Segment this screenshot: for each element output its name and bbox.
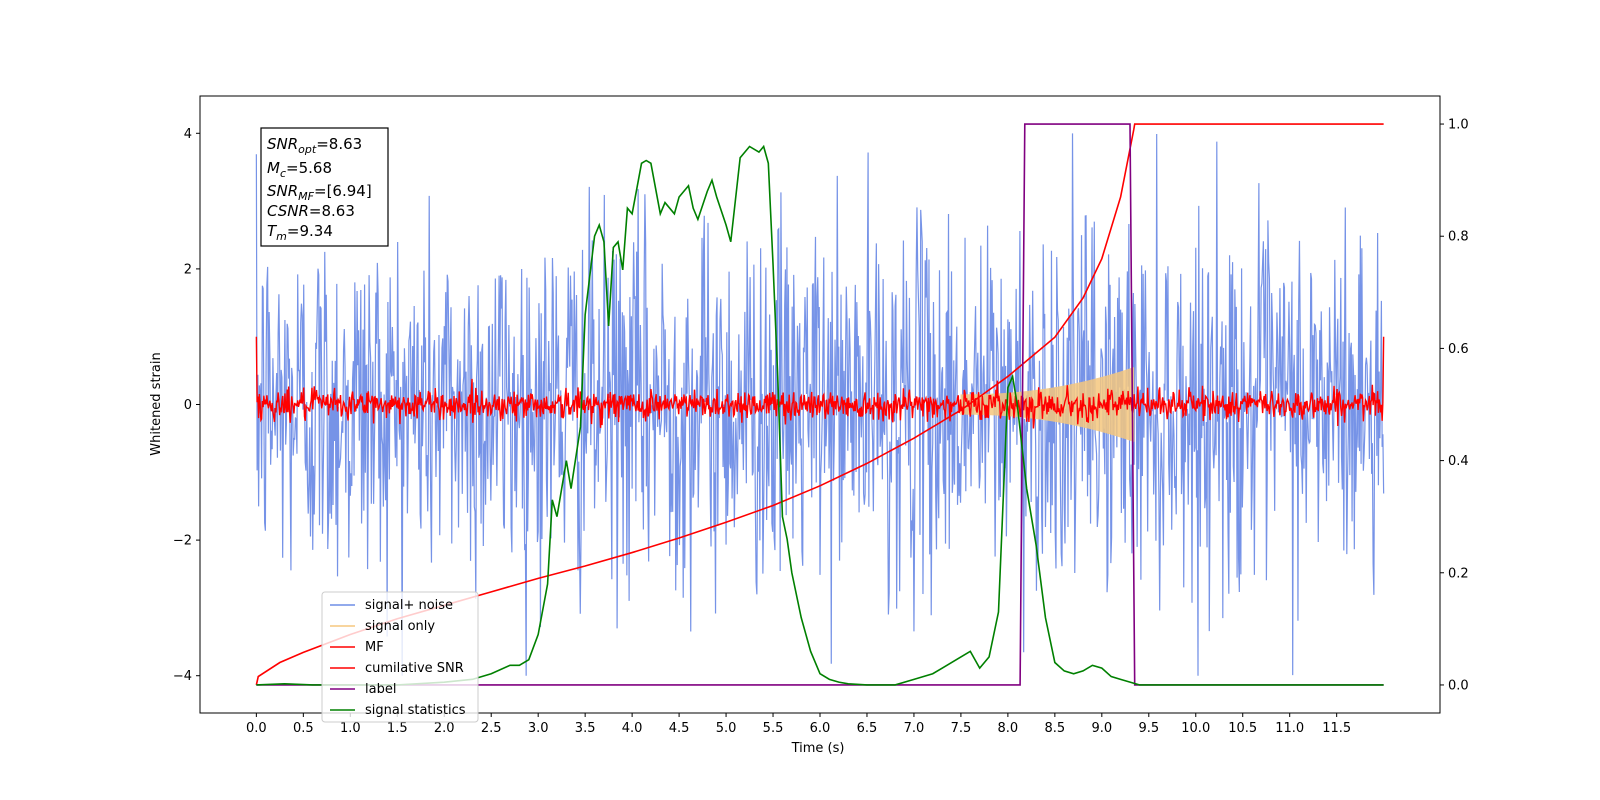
annotation-box: SNRopt=8.63 Mc=5.68 SNRMF=[6.94] CSNR=8.… (260, 127, 389, 247)
y-tick-label: −2 (173, 534, 192, 549)
legend-item-signal-noise: signal+ noise (330, 598, 453, 613)
x-tick-label: 11.5 (1322, 721, 1351, 736)
x-tick-label: 1.0 (340, 721, 361, 736)
y-tick-label: 4 (184, 127, 192, 142)
x-tick-label: 9.0 (1091, 721, 1112, 736)
x-tick-label: 7.0 (904, 721, 925, 736)
x-tick-label: 1.5 (387, 721, 408, 736)
series-signal-statistics-line (256, 144, 1384, 686)
legend-item-signal-only: signal only (330, 619, 435, 634)
annotation-line-snr-opt: SNRopt=8.63 (267, 135, 362, 156)
x-tick-label: 0.0 (246, 721, 267, 736)
annotation-line-snr-mf: SNRMF=[6.94] (267, 182, 372, 203)
y-axis-label: Whitened strain (149, 352, 164, 455)
legend-label: signal statistics (365, 703, 466, 718)
y-tick-label: −4 (173, 669, 192, 684)
x-tick-label: 2.5 (481, 721, 502, 736)
x-tick-label: 9.5 (1138, 721, 1159, 736)
x-tick-label: 8.5 (1045, 721, 1066, 736)
legend-item-label: label (330, 682, 396, 697)
y-right-tick-label: 0.6 (1448, 342, 1469, 357)
x-tick-label: 5.0 (716, 721, 737, 736)
x-tick-label: 4.5 (669, 721, 690, 736)
legend-label: MF (365, 640, 384, 655)
x-tick-label: 0.5 (293, 721, 314, 736)
legend-item-mf: MF (330, 640, 384, 655)
x-tick-label: 5.5 (763, 721, 784, 736)
y-right-tick-label: 0.4 (1448, 454, 1469, 469)
annotation-line-mc: Mc=5.68 (267, 159, 332, 180)
y-right-tick-label: 0.0 (1448, 678, 1469, 693)
x-tick-label: 6.5 (857, 721, 878, 736)
x-tick-label: 7.5 (951, 721, 972, 736)
legend-label: cumilative SNR (365, 661, 464, 676)
x-axis: 0.0 0.5 1.0 1.5 2.0 2.5 3.0 3.5 4.0 4.5 5.0 5.5 6.0 6… (246, 713, 1351, 736)
annotation-frame (260, 127, 389, 247)
series-signal-only-line (960, 367, 1135, 442)
y-right-tick-label: 0.2 (1448, 566, 1469, 581)
x-tick-label: 10.0 (1181, 721, 1210, 736)
y-right-tick-label: 0.8 (1448, 230, 1469, 245)
x-tick-label: 3.0 (528, 721, 549, 736)
legend-label: signal only (365, 619, 435, 634)
x-axis-label: Time (s) (791, 741, 845, 756)
legend: signal+ noise signal only MF cumilative … (321, 591, 479, 723)
x-tick-label: 4.0 (622, 721, 643, 736)
x-tick-label: 11.0 (1275, 721, 1304, 736)
y-axis-right: 1.0 0.8 0.6 0.4 0.2 0.0 (1440, 118, 1469, 693)
legend-label: label (365, 682, 396, 697)
y-tick-label: 0 (184, 398, 192, 413)
y-axis-left: 4 2 0 −2 −4 (173, 127, 200, 684)
x-tick-label: 6.0 (810, 721, 831, 736)
series-signal-noise-line (255, 133, 1385, 676)
annotation-line-csnr: CSNR=8.63 (267, 202, 355, 220)
y-tick-label: 2 (184, 262, 192, 277)
y-right-tick-label: 1.0 (1448, 118, 1469, 133)
legend-item-signal-statistics: signal statistics (330, 703, 466, 718)
legend-item-cumilative-snr: cumilative SNR (330, 661, 464, 676)
x-tick-label: 10.5 (1228, 721, 1257, 736)
annotation-line-tm: Tm=9.34 (267, 222, 333, 243)
x-tick-label: 8.0 (998, 721, 1019, 736)
legend-frame (321, 591, 479, 723)
legend-label: signal+ noise (365, 598, 453, 613)
x-tick-label: 2.0 (434, 721, 455, 736)
x-tick-label: 3.5 (575, 721, 596, 736)
series-mf-line (255, 336, 1385, 429)
